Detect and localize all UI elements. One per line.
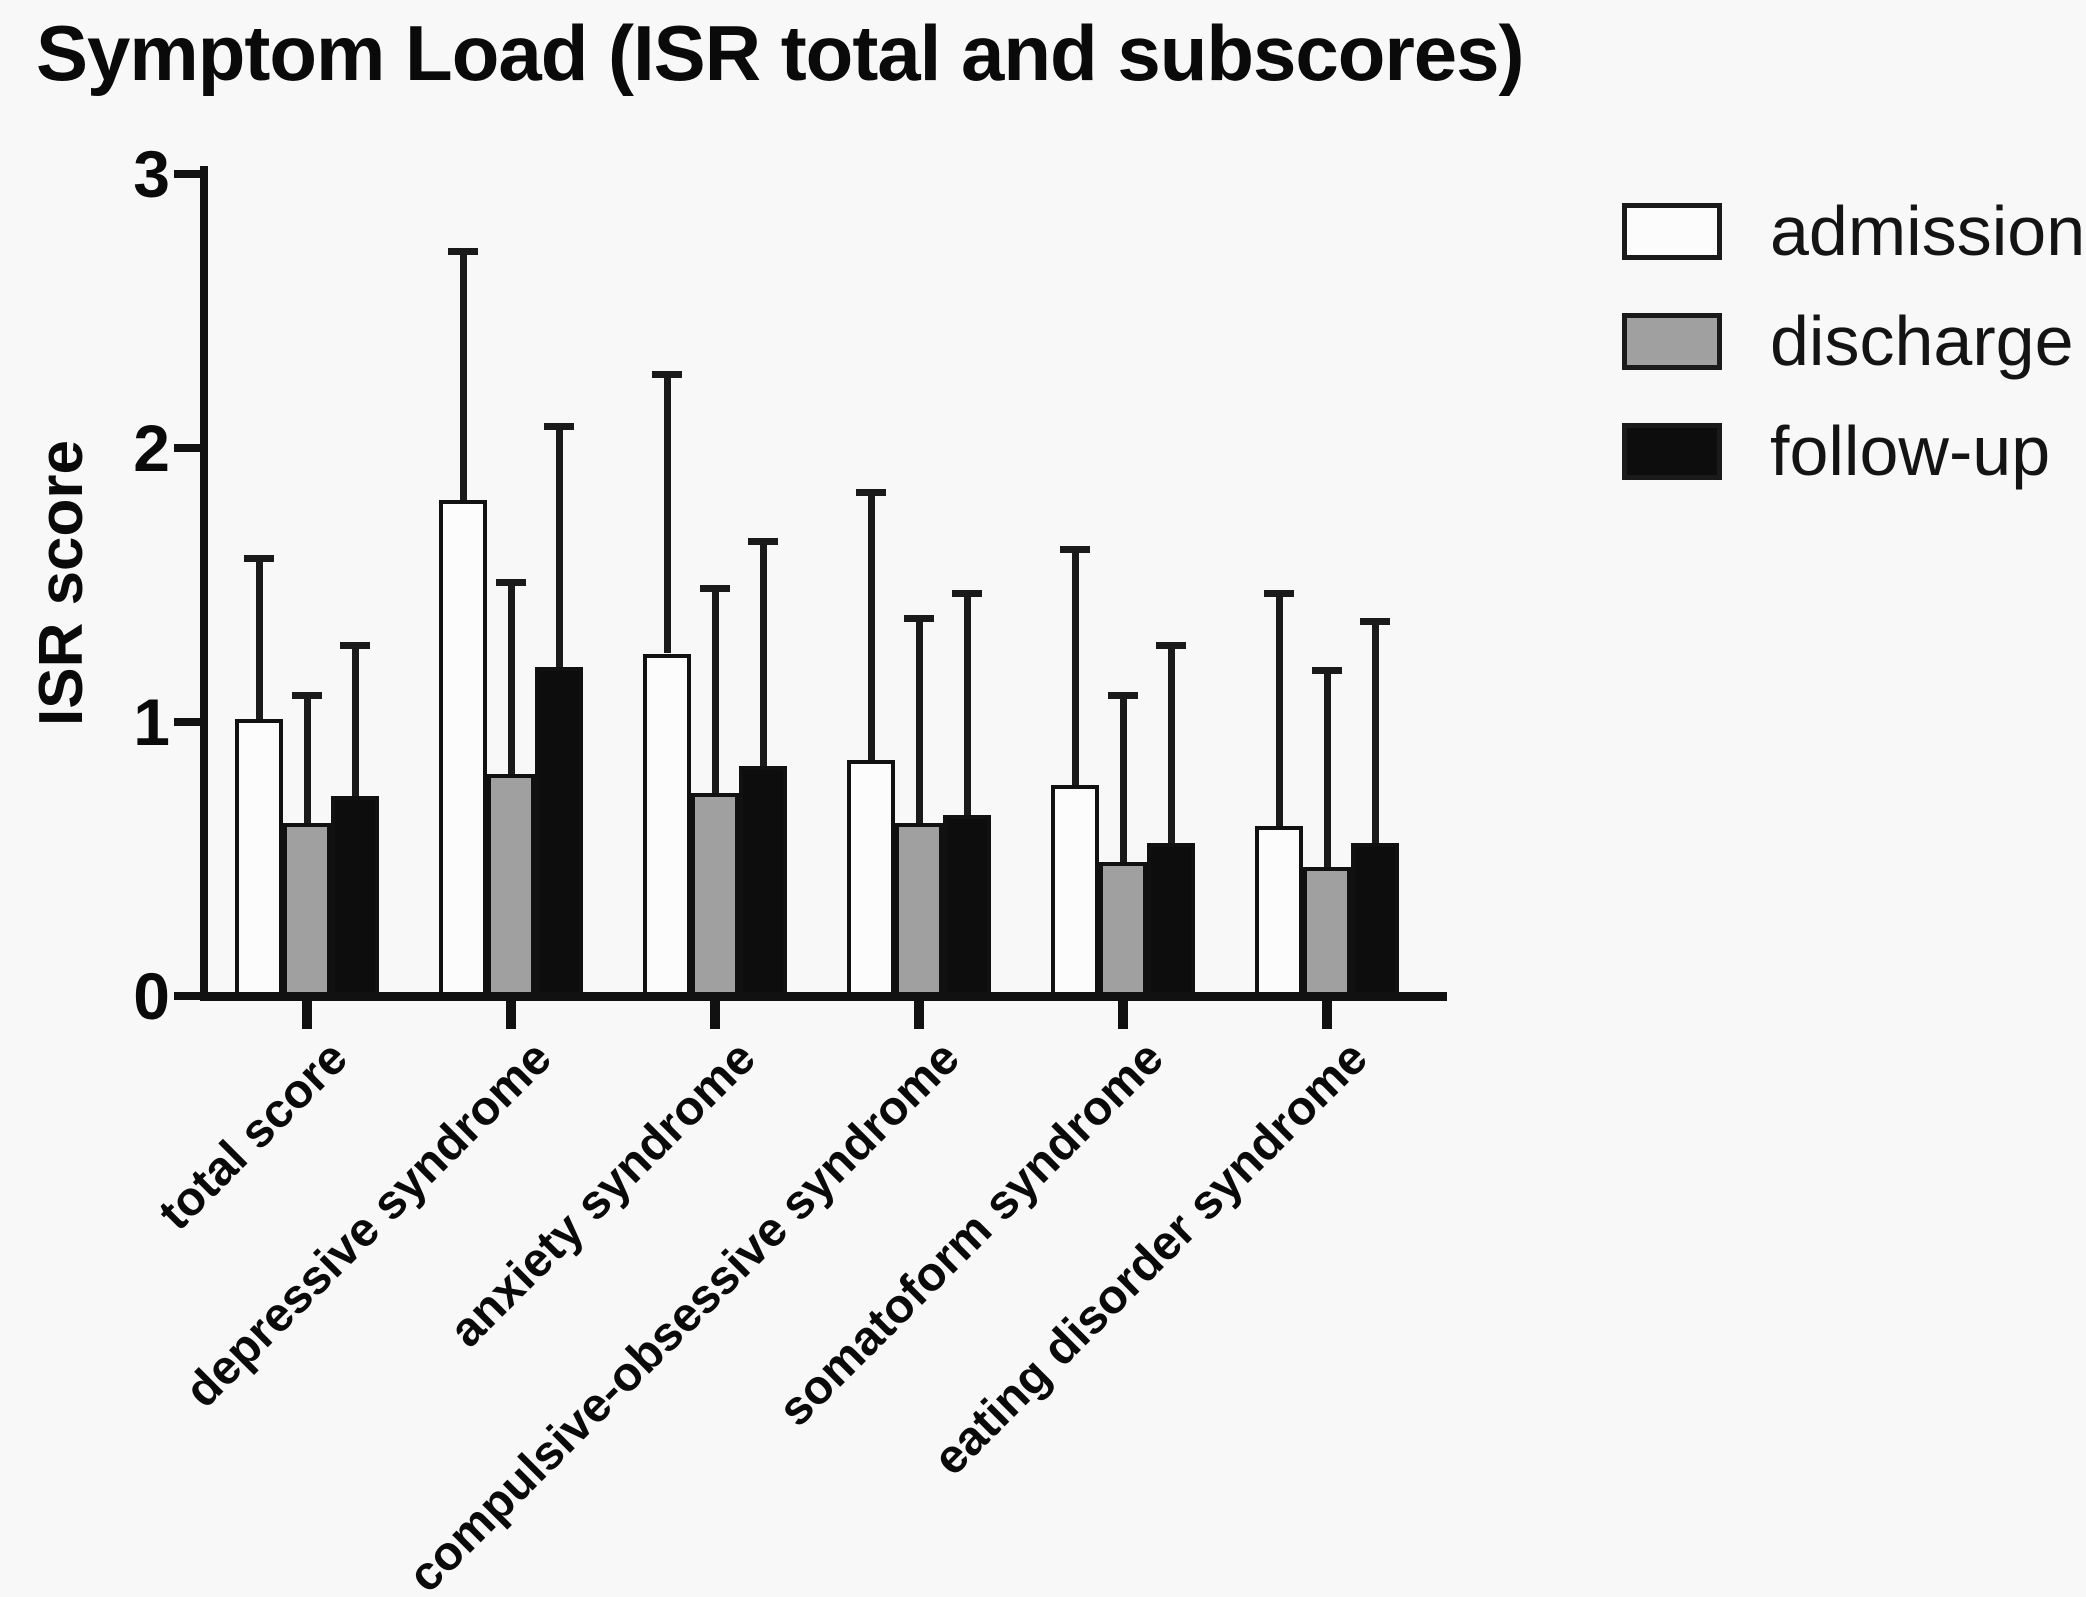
y-axis-line	[200, 166, 208, 1000]
bar-discharge-group6	[1303, 867, 1351, 996]
error-bar-cap	[952, 590, 982, 598]
error-bar-cap	[904, 614, 934, 622]
bar-followup-group5	[1147, 842, 1195, 996]
error-bar-cap	[544, 423, 574, 431]
bar-followup-group1	[331, 795, 379, 996]
bar-admission-group6	[1255, 826, 1303, 996]
error-bar-stem	[867, 491, 875, 761]
error-bar-cap	[856, 488, 886, 496]
error-bar-stem	[1119, 694, 1127, 862]
error-bar-cap	[1312, 666, 1342, 674]
error-bar-cap	[1264, 590, 1294, 598]
legend: admission discharge follow-up	[1622, 196, 2085, 526]
error-bar-stem	[1371, 620, 1379, 843]
bar-admission-group3	[643, 653, 691, 996]
x-axis-tick	[1322, 1001, 1332, 1029]
error-bar-stem	[1167, 645, 1175, 843]
y-tick-label: 1	[133, 685, 170, 759]
error-bar-cap	[244, 554, 274, 562]
error-bar-cap	[496, 579, 526, 587]
bar-admission-group4	[847, 760, 895, 996]
error-bar-stem	[459, 250, 467, 501]
legend-label: discharge	[1770, 302, 2074, 380]
x-axis-tick	[506, 1001, 516, 1029]
error-bar-cap	[340, 642, 370, 650]
x-axis-tick	[1118, 1001, 1128, 1029]
error-bar-stem	[555, 426, 563, 668]
error-bar-stem	[915, 617, 923, 824]
y-tick-label: 3	[133, 137, 170, 211]
y-tick-label: 0	[133, 959, 170, 1033]
error-bar-stem	[711, 587, 719, 794]
legend-swatch-admission	[1622, 202, 1722, 260]
bar-discharge-group5	[1099, 861, 1147, 996]
error-bar-stem	[663, 374, 671, 654]
legend-row-discharge: discharge	[1622, 306, 2085, 376]
error-bar-cap	[1060, 546, 1090, 554]
x-axis-line	[200, 992, 1447, 1001]
legend-label: admission	[1770, 192, 2086, 270]
legend-label: follow-up	[1770, 412, 2051, 490]
error-bar-stem	[255, 557, 263, 720]
chart-title: Symptom Load (ISR total and subscores)	[36, 9, 1525, 97]
y-tick-label: 2	[133, 411, 170, 485]
error-bar-stem	[1275, 593, 1283, 827]
legend-swatch-discharge	[1622, 312, 1722, 370]
bar-followup-group3	[739, 765, 787, 996]
bar-discharge-group3	[691, 793, 739, 996]
y-axis-tick	[174, 444, 204, 452]
error-bar-stem	[1323, 669, 1331, 868]
error-bar-cap	[292, 691, 322, 699]
bar-discharge-group4	[895, 823, 943, 996]
bar-admission-group2	[439, 500, 487, 996]
legend-row-admission: admission	[1622, 196, 2085, 266]
error-bar-cap	[652, 371, 682, 379]
x-axis-tick	[914, 1001, 924, 1029]
x-category-label: eating disorder syndrome	[923, 1031, 1378, 1486]
y-axis-tick	[174, 170, 204, 178]
y-axis-tick	[174, 992, 204, 1000]
error-bar-stem	[963, 593, 971, 816]
error-bar-stem	[303, 694, 311, 824]
error-bar-cap	[700, 584, 730, 592]
bar-admission-group1	[235, 719, 283, 996]
error-bar-stem	[759, 541, 767, 766]
bar-discharge-group1	[283, 823, 331, 996]
bar-followup-group4	[943, 815, 991, 996]
bar-admission-group5	[1051, 785, 1099, 996]
error-bar-cap	[448, 247, 478, 255]
legend-swatch-followup	[1622, 422, 1722, 480]
x-axis-tick	[302, 1001, 312, 1029]
bar-followup-group2	[535, 667, 583, 996]
bar-followup-group6	[1351, 842, 1399, 996]
error-bar-stem	[507, 582, 515, 775]
bar-discharge-group2	[487, 774, 535, 996]
error-bar-cap	[1360, 617, 1390, 625]
x-axis-tick	[710, 1001, 720, 1029]
legend-row-followup: follow-up	[1622, 416, 2085, 486]
error-bar-stem	[1071, 549, 1079, 785]
error-bar-cap	[1108, 691, 1138, 699]
error-bar-cap	[1156, 642, 1186, 650]
y-axis-tick	[174, 718, 204, 726]
error-bar-stem	[351, 645, 359, 796]
error-bar-cap	[748, 538, 778, 546]
